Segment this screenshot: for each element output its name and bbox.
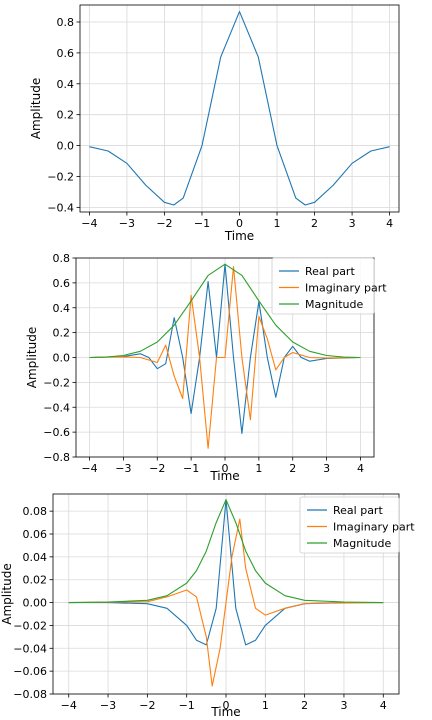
y-tick-label: −0.02: [13, 619, 47, 632]
x-tick-label: 4: [380, 699, 387, 712]
y-tick-label: 0.02: [23, 574, 48, 587]
y-tick-label: −0.8: [43, 451, 70, 464]
x-tick-label: 0: [223, 699, 230, 712]
x-tick-label: −2: [149, 462, 165, 475]
legend-label: Real part: [305, 265, 355, 278]
y-axis-label: Amplitude: [25, 327, 39, 389]
x-tick-label: 3: [340, 699, 347, 712]
y-tick-label: −0.4: [43, 401, 70, 414]
x-tick-label: −1: [183, 462, 199, 475]
y-tick-label: 0.8: [53, 252, 71, 265]
x-axis-label: Time: [210, 705, 240, 719]
y-tick-label: −0.2: [43, 376, 70, 389]
x-tick-label: 0: [236, 217, 243, 230]
y-tick-label: −0.6: [43, 426, 70, 439]
x-tick-label: 0: [222, 462, 229, 475]
y-tick-label: 0.6: [53, 277, 71, 290]
x-tick-label: −3: [100, 699, 116, 712]
x-tick-label: 2: [311, 217, 318, 230]
x-tick-label: 4: [357, 462, 364, 475]
chart-1: −4 −3 −2 −1 0 1 2 3 4 −0.4 −0.2 0.0 0.2 0.4 0.6 0.8 Time…: [29, 4, 400, 243]
x-tick-label: 2: [301, 699, 308, 712]
x-tick-label: −4: [61, 699, 77, 712]
x-tick-label: 1: [274, 217, 281, 230]
legend: Real part Imaginary part Magnitude: [271, 257, 387, 315]
x-tick-label: −1: [194, 217, 210, 230]
y-tick-label: 0.8: [57, 16, 75, 29]
series-line-magnitude: [68, 499, 384, 604]
x-tick-label: 2: [289, 462, 296, 475]
series-line-1: [89, 11, 390, 206]
series-line-imaginary-part: [68, 518, 384, 687]
x-tick-label: −4: [81, 217, 97, 230]
y-tick-label: 0.2: [57, 109, 75, 122]
x-axis-label: Time: [224, 229, 254, 243]
y-tick-label: 0.4: [57, 78, 75, 91]
legend-box: [271, 257, 375, 315]
x-tick-label: 1: [262, 699, 269, 712]
x-tick-label: 3: [323, 462, 330, 475]
y-tick-label: 0.06: [23, 528, 48, 541]
y-tick-label: 0.0: [53, 352, 71, 365]
x-tick-label: −3: [115, 462, 131, 475]
x-tick-label: 4: [386, 217, 393, 230]
legend-label: Magnitude: [305, 298, 364, 311]
x-axis-label: Time: [209, 469, 239, 483]
y-tick-label: 0.08: [23, 505, 48, 518]
x-tick-label: −3: [119, 217, 135, 230]
x-tick-label: −1: [179, 699, 195, 712]
x-tick-label: −2: [156, 217, 172, 230]
legend-label: Imaginary part: [333, 521, 415, 534]
x-tick-label: −2: [139, 699, 155, 712]
legend-label: Imaginary part: [305, 282, 387, 295]
legend-box: [299, 496, 400, 554]
legend-label: Magnitude: [333, 537, 392, 550]
legend: Real part Imaginary part Magnitude: [299, 496, 415, 554]
y-tick-label: −0.08: [13, 688, 47, 701]
legend-label: Real part: [333, 504, 383, 517]
y-tick-label: 0.00: [23, 597, 48, 610]
y-tick-label: 0.4: [53, 302, 71, 315]
y-tick-label: −0.2: [47, 170, 74, 183]
y-tick-label: 0.2: [53, 327, 71, 340]
y-tick-label: −0.4: [47, 201, 74, 214]
series-line-magnitude: [89, 263, 361, 359]
y-tick-label: 0.04: [23, 551, 48, 564]
y-tick-label: −0.06: [13, 665, 47, 678]
y-axis-label: Amplitude: [29, 78, 43, 140]
series-line-imaginary-part: [89, 266, 361, 449]
y-axis-label: Amplitude: [0, 563, 14, 625]
x-tick-label: −4: [81, 462, 97, 475]
chart-2: −4 −3 −2 −1 0 1 2 3 4 −0.8 −0.6 −0.4 −0.2 0.0 0.2 0.4 0.…: [25, 252, 387, 483]
x-tick-label: 1: [255, 462, 262, 475]
y-tick-label: −0.04: [13, 642, 47, 655]
y-tick-label: 0.0: [57, 140, 75, 153]
chart-3: −4 −3 −2 −1 0 1 2 3 4 −0.08 −0.06 −0.04 −0.02 0.00 0.0…: [0, 493, 415, 719]
x-tick-label: 3: [349, 217, 356, 230]
y-tick-label: 0.6: [57, 47, 75, 60]
